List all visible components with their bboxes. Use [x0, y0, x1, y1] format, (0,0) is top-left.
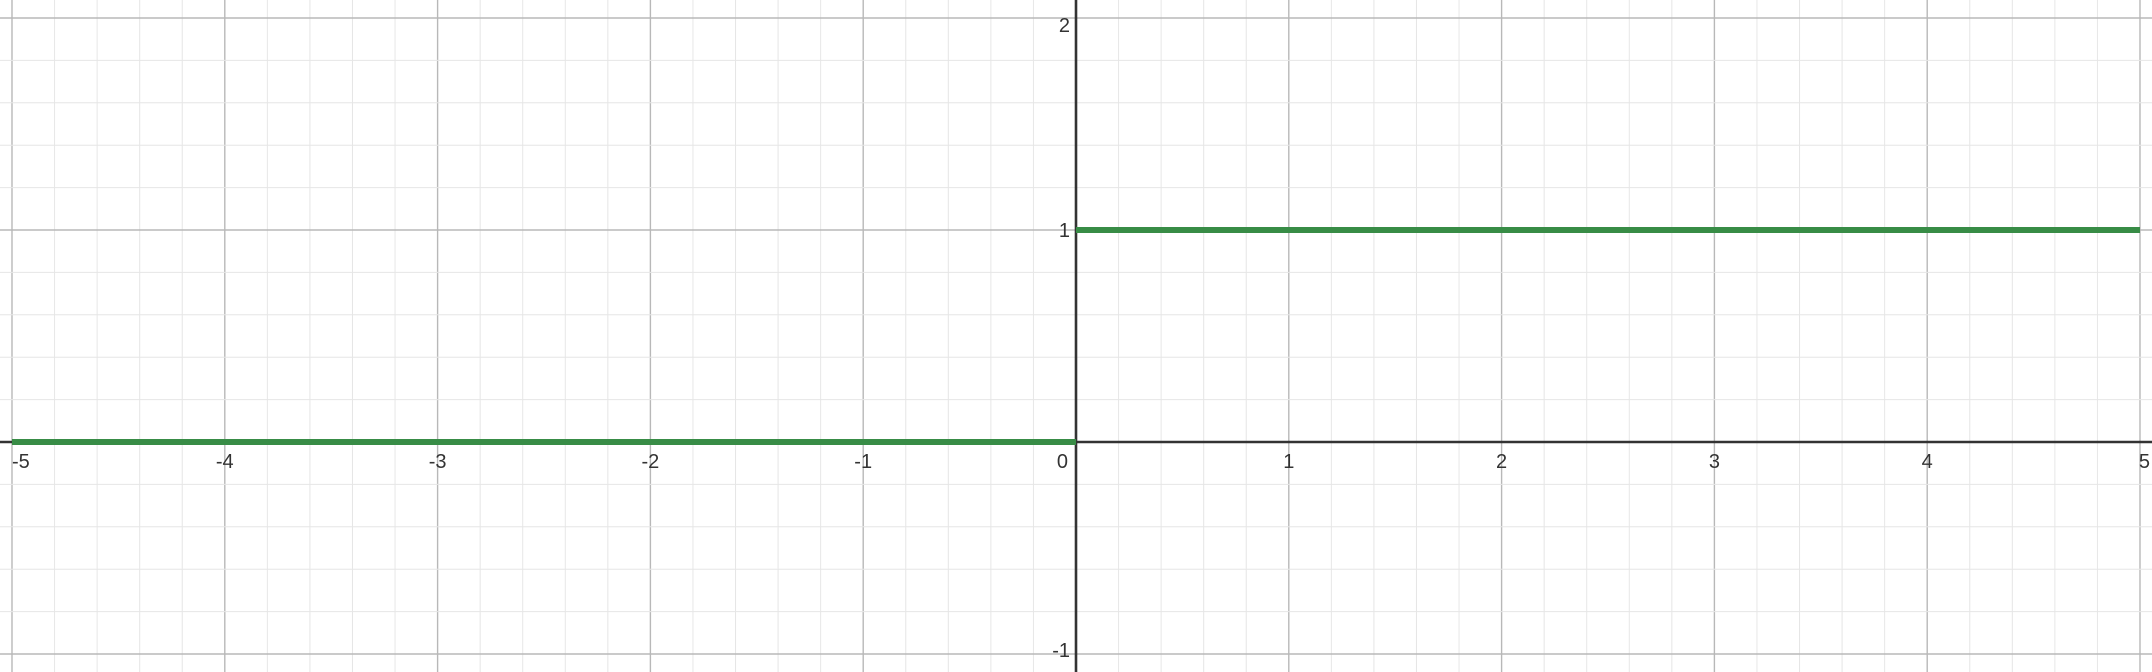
x-tick-label: 3	[1709, 451, 1720, 473]
x-tick-label: 0	[1057, 451, 1068, 473]
x-tick-label: 4	[1922, 451, 1933, 473]
y-tick-label: 2	[1059, 15, 1070, 37]
tick-labels: -5 -4 -3 -2 -1 0 1 2 3 4 5 -1 1 2	[12, 15, 2150, 662]
x-tick-label: -5	[12, 451, 30, 473]
y-tick-label: -1	[1052, 640, 1070, 662]
x-tick-label: -3	[429, 451, 447, 473]
x-tick-label: -1	[854, 451, 872, 473]
x-tick-label: 2	[1496, 451, 1507, 473]
x-tick-label: 1	[1283, 451, 1294, 473]
x-tick-label: -4	[216, 451, 234, 473]
y-tick-label: 1	[1059, 220, 1070, 242]
x-tick-label: 5	[2139, 451, 2150, 473]
x-tick-label: -2	[642, 451, 660, 473]
series-group	[12, 227, 2140, 445]
